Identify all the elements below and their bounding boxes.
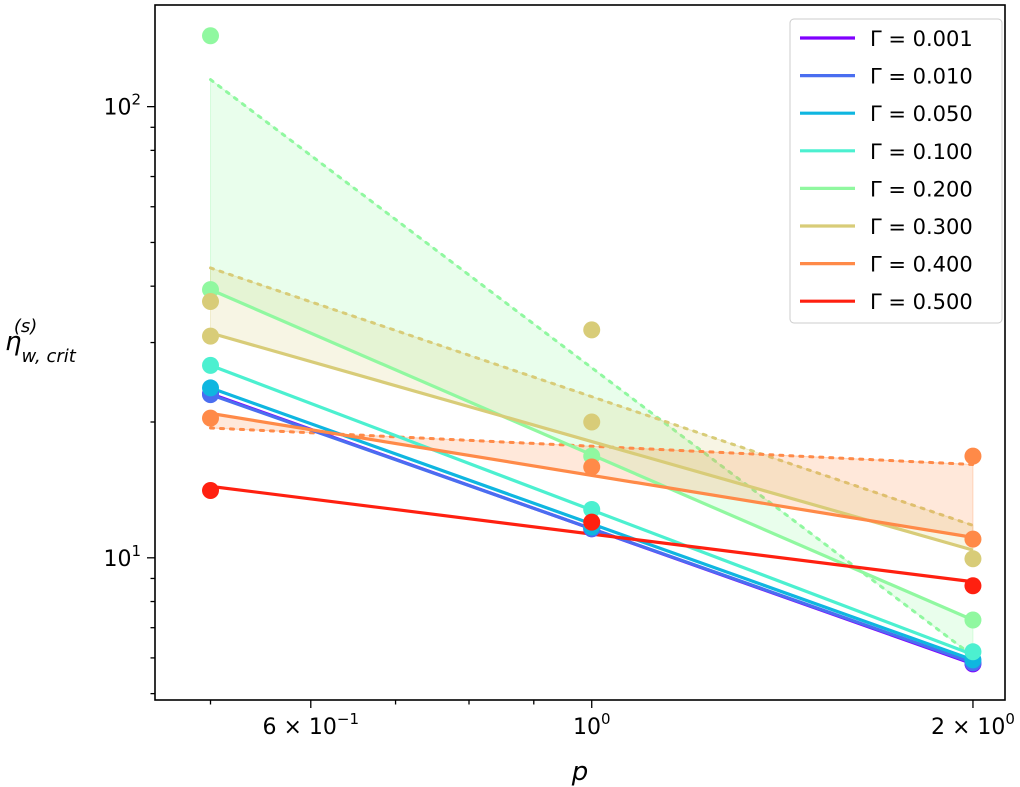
gamma-4-data-point (964, 611, 982, 629)
gamma-5-bound-line (209, 266, 975, 527)
gamma-6-data-point (964, 530, 982, 548)
legend-label: Γ = 0.100 (870, 140, 973, 164)
gamma-6-data-point (964, 447, 982, 465)
gamma-4-bound-line (209, 78, 975, 658)
axis-ticks: 101 102 6 × 10−1 100 2 × 100 (103, 91, 1014, 740)
data-points (202, 27, 982, 673)
gamma-6-data-point (583, 458, 601, 476)
gamma-5-data-point (202, 292, 220, 310)
x-tick-label: 100 (573, 710, 611, 740)
gamma-6-data-point (202, 409, 220, 427)
gamma-4-data-point (202, 281, 220, 299)
gamma-6-bound-line (209, 426, 975, 467)
legend-label: Γ = 0.300 (870, 215, 973, 239)
gamma-3-data-point (583, 500, 601, 518)
gamma-7-data-point (964, 577, 982, 595)
plot-frame (154, 4, 1006, 701)
legend-label: Γ = 0.200 (870, 177, 973, 201)
gamma-7-data-point (202, 481, 220, 499)
y-tick-label: 102 (103, 91, 141, 121)
gamma-3-data-point (202, 356, 220, 374)
gamma-5-data-point (202, 327, 220, 345)
x-tick-label: 6 × 10−1 (263, 710, 360, 740)
legend-label: Γ = 0.001 (870, 27, 973, 51)
gamma-5-data-point (964, 550, 982, 568)
legend-label: Γ = 0.500 (870, 290, 973, 314)
legend-label: Γ = 0.400 (870, 253, 973, 277)
gamma-4-data-point (202, 27, 220, 45)
y-axis-label: ηw, crit(s) (5, 316, 77, 367)
x-axis-label: p (571, 757, 589, 787)
x-tick-label: 2 × 100 (931, 710, 1015, 740)
gamma-2-data-point (202, 379, 220, 397)
gamma-5-data-point (583, 321, 601, 339)
legend-label: Γ = 0.050 (870, 102, 973, 126)
y-tick-label: 101 (103, 542, 141, 572)
legend: Γ = 0.001 Γ = 0.010 Γ = 0.050 Γ = 0.100 Γ = … (789, 18, 1003, 324)
gamma-5-fit-line (210, 331, 974, 552)
gamma-7-data-point (583, 513, 601, 531)
legend-box (789, 18, 1003, 324)
gamma-3-data-point (964, 643, 982, 661)
legend-label: Γ = 0.010 (870, 65, 973, 89)
gamma-5-data-point (583, 413, 601, 431)
